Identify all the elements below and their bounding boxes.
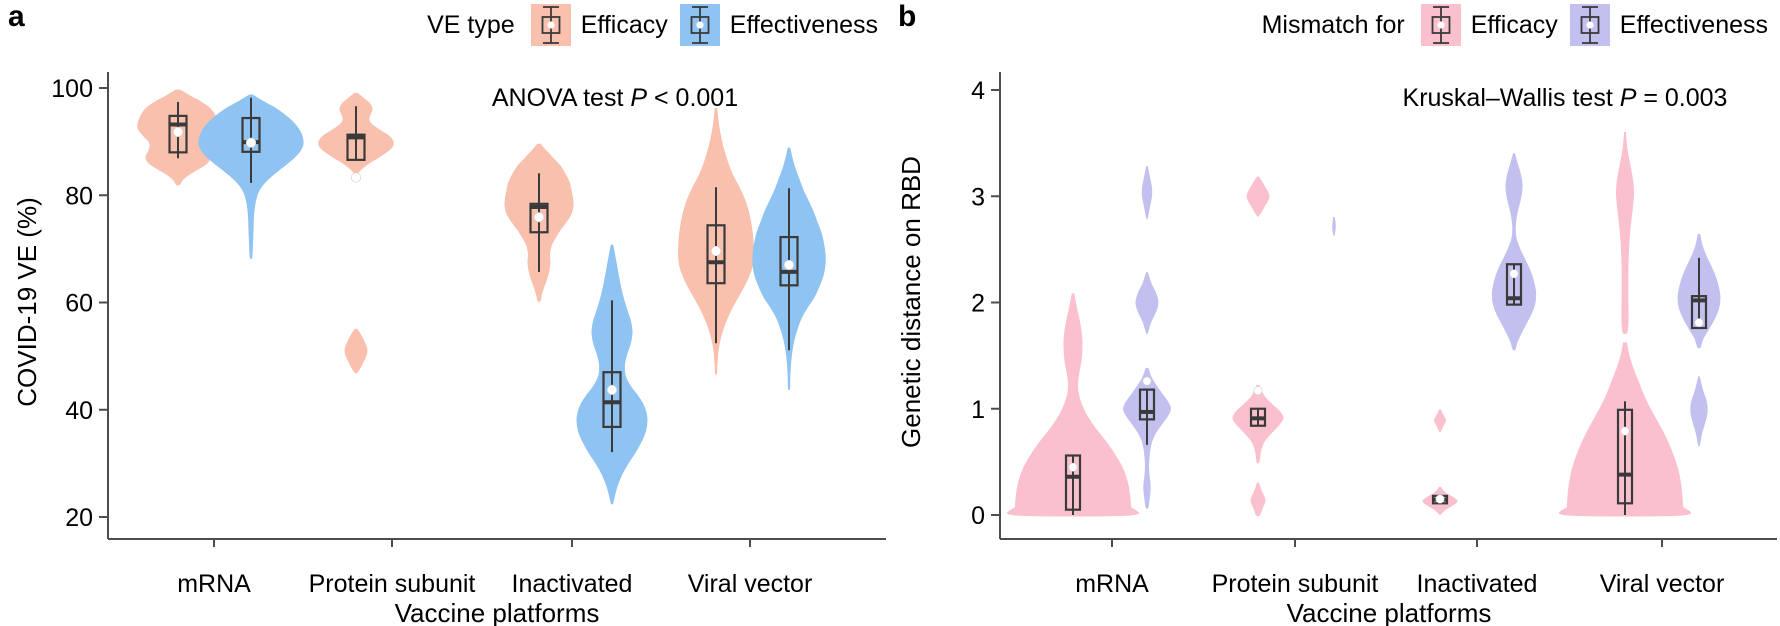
y-tick-label: 0 xyxy=(971,502,985,530)
x-axis-title: Vaccine platforms xyxy=(1287,598,1492,626)
y-tick-label: 20 xyxy=(65,504,93,532)
stat-annotation: ANOVA test P < 0.001 xyxy=(492,84,738,112)
legend-item-effectiveness: Effectiveness xyxy=(1569,4,1768,46)
legend-title-b: Mismatch for xyxy=(1261,10,1405,39)
violin-mrna-effectiveness-blob1 xyxy=(1135,272,1159,335)
legend-key-box xyxy=(541,16,561,34)
mean-dot-mrna-efficacy xyxy=(1068,462,1078,472)
box-inactivated-effectiveness xyxy=(602,371,622,429)
stat-annotation: Kruskal–Wallis test P = 0.003 xyxy=(1403,84,1728,112)
x-tick-label-protein-subunit: Protein subunit xyxy=(1212,570,1379,598)
box-inactivated-effectiveness xyxy=(1505,263,1523,306)
legend-key-box xyxy=(1431,16,1451,34)
box-mrna-effectiveness xyxy=(241,116,261,153)
x-tick-label-protein-subunit: Protein subunit xyxy=(309,570,476,598)
legend-item-label: Effectiveness xyxy=(1619,10,1768,39)
panel-label-b: b xyxy=(898,0,917,33)
legend-key-icon xyxy=(1569,4,1610,46)
violin-inactivated-efficacy-blob1 xyxy=(1433,409,1447,433)
x-axis-title: Vaccine platforms xyxy=(395,598,600,626)
x-tick-label-inactivated: Inactivated xyxy=(1417,570,1538,598)
x-tick-label-inactivated: Inactivated xyxy=(512,570,633,598)
legend-key-icon xyxy=(530,4,571,46)
y-tick-label: 4 xyxy=(971,77,985,105)
mean-dot-inactivated-effectiveness xyxy=(606,384,618,396)
y-tick-label: 80 xyxy=(65,182,93,210)
legend-key-mean-dot xyxy=(1437,21,1445,29)
box-viral-vector-efficacy xyxy=(706,224,726,285)
mean-dot-inactivated-effectiveness xyxy=(1509,269,1519,279)
legend-key-mean-dot xyxy=(696,21,704,29)
legend-item-label: Effectiveness xyxy=(729,10,878,39)
legend-title-a: VE type xyxy=(427,10,515,39)
legend-key-mean-dot xyxy=(547,21,555,29)
legend-item-label: Efficacy xyxy=(1470,10,1558,39)
violin-viral-vector-efficacy-blob1 xyxy=(1615,132,1635,335)
box-protein-subunit-efficacy xyxy=(346,133,366,161)
panel-a: a VE type Efficacy Effectiveness 20 40 60 80… xyxy=(0,0,890,626)
violin-protein-subunit-efficacy-blob1 xyxy=(344,328,368,374)
legend-item-efficacy: Efficacy xyxy=(530,4,668,46)
mean-dot-protein-subunit-efficacy xyxy=(350,172,362,183)
box-viral-vector-effectiveness xyxy=(1690,295,1708,330)
legend-key-icon xyxy=(679,4,720,46)
violin-protein-subunit-effectiveness xyxy=(1332,217,1336,237)
box-viral-vector-effectiveness xyxy=(779,235,799,287)
box-inactivated-efficacy xyxy=(529,202,549,234)
y-axis-title: COVID-19 VE (%) xyxy=(12,197,42,407)
legend-item-efficacy: Efficacy xyxy=(1420,4,1558,46)
mean-dot-viral-vector-efficacy xyxy=(710,245,722,257)
violin-viral-vector-effectiveness-blob1 xyxy=(1690,376,1708,447)
mean-dot-viral-vector-efficacy xyxy=(1620,426,1630,436)
legend-key-icon xyxy=(1420,4,1461,46)
y-tick-label: 60 xyxy=(65,290,93,318)
legend-b: Mismatch for Efficacy Effectiveness xyxy=(890,4,1780,46)
violin-plot-b: 0 1 2 3 4 mRNA Protein subunit Inactivated Viral… xyxy=(896,72,1777,626)
x-tick-label-viral-vector: Viral vector xyxy=(688,570,813,598)
legend-key-mean-dot xyxy=(1586,21,1594,29)
mean-dot-protein-subunit-efficacy xyxy=(1253,386,1263,396)
violin-protein-subunit-efficacy-blob1 xyxy=(1246,176,1270,217)
legend-key-box xyxy=(1580,16,1600,34)
box-mrna-efficacy xyxy=(1064,454,1082,511)
box-mrna-efficacy xyxy=(168,114,188,154)
mean-dot-viral-vector-effectiveness xyxy=(1694,318,1704,328)
y-tick-label: 40 xyxy=(65,397,93,425)
violin-inactivated-effectiveness xyxy=(1491,153,1537,351)
violin-mrna-effectiveness-blob2 xyxy=(1141,166,1153,220)
x-tick-label-mrna: mRNA xyxy=(177,570,251,598)
mean-dot-mrna-efficacy xyxy=(172,126,184,138)
box-viral-vector-efficacy xyxy=(1616,408,1634,505)
violin-protein-subunit-efficacy-blob2 xyxy=(1250,482,1266,517)
mean-dot-mrna-effectiveness xyxy=(1142,376,1152,386)
mean-dot-inactivated-efficacy xyxy=(533,212,545,223)
box-mrna-effectiveness xyxy=(1138,388,1156,421)
panel-label-a: a xyxy=(8,0,25,33)
legend-key-box xyxy=(690,16,710,34)
y-tick-label: 100 xyxy=(51,75,93,103)
x-tick-label-viral-vector: Viral vector xyxy=(1600,570,1725,598)
y-tick-label: 3 xyxy=(971,183,985,211)
mean-dot-viral-vector-effectiveness xyxy=(783,259,795,271)
legend-a: VE type Efficacy Effectiveness xyxy=(0,4,890,46)
mean-dot-mrna-effectiveness xyxy=(245,137,257,148)
violin-mrna-efficacy xyxy=(1006,293,1140,517)
legend-item-effectiveness: Effectiveness xyxy=(679,4,878,46)
y-axis-title: Genetic distance on RBD xyxy=(896,156,926,448)
panel-b: b Mismatch for Efficacy Effectiveness 0 1 2… xyxy=(890,0,1780,626)
y-tick-label: 1 xyxy=(971,396,985,424)
violin-plot-a: 20 40 60 80 100 mRNA Protein subunit Inactivate… xyxy=(12,72,886,626)
legend-item-label: Efficacy xyxy=(580,10,668,39)
y-tick-label: 2 xyxy=(971,290,985,318)
x-tick-label-mrna: mRNA xyxy=(1075,570,1149,598)
mean-dot-inactivated-efficacy xyxy=(1435,494,1445,504)
